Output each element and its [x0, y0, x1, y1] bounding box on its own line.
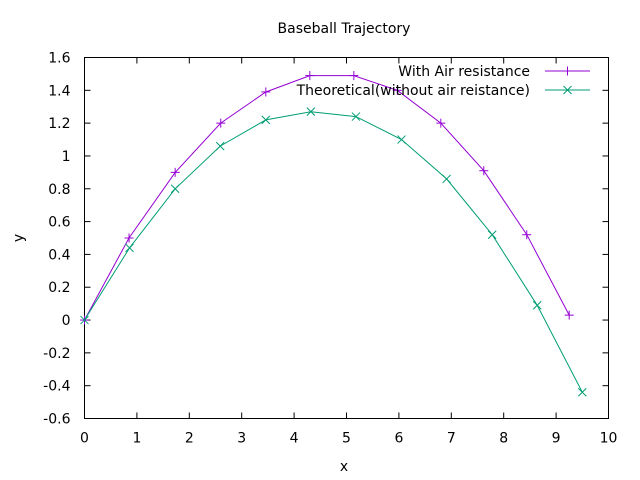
data-point-1 [392, 85, 402, 95]
x-tick-label: 4 [290, 431, 299, 447]
plot-frame [84, 57, 609, 419]
legend-label: Theoretical(without air reistance) [296, 83, 530, 99]
series-line-2 [84, 111, 583, 393]
legend-marker-1 [563, 66, 572, 76]
y-tick-label: 0.2 [48, 280, 70, 296]
series-2 [80, 107, 587, 397]
data-point-2 [261, 115, 271, 125]
series-layer [80, 71, 587, 397]
data-point-1 [124, 233, 134, 243]
data-point-2 [442, 174, 451, 184]
x-tick-label: 3 [237, 431, 246, 447]
y-tick-label: -0.2 [43, 346, 70, 362]
x-tick-label: 7 [447, 431, 456, 447]
y-tick-label: 0.4 [48, 247, 70, 263]
data-point-2 [125, 243, 134, 253]
x-tick-label: 0 [80, 431, 89, 447]
data-point-1 [305, 71, 315, 81]
y-tick-label: 1.4 [48, 83, 70, 99]
data-point-1 [522, 230, 532, 240]
series-1 [80, 71, 574, 325]
data-point-1 [479, 166, 489, 176]
data-point-2 [351, 112, 361, 121]
x-tick-label: 9 [552, 431, 561, 447]
data-point-2 [487, 230, 497, 240]
y-tick-label: 0.8 [48, 182, 70, 198]
x-tick-label: 6 [394, 431, 403, 447]
data-point-2 [532, 300, 542, 310]
x-tick-label: 1 [132, 431, 141, 447]
legend-label: With Air resistance [398, 64, 530, 80]
data-point-2 [306, 107, 316, 117]
x-tick-label: 2 [185, 431, 194, 447]
x-axis-label: x [340, 459, 348, 475]
y-tick-label: 0.6 [48, 215, 70, 231]
y-axis-label: y [11, 234, 27, 242]
data-point-1 [170, 167, 180, 177]
y-tick-label: 1.2 [48, 116, 70, 132]
legend: With Air resistance Theoretical(without a… [296, 64, 590, 99]
y-tick-label: 1 [62, 149, 71, 165]
data-point-2 [80, 315, 89, 325]
legend-marker-2 [563, 85, 572, 95]
x-tick-label: 5 [342, 431, 351, 447]
y-tick-label: -0.4 [43, 379, 70, 395]
data-point-1 [261, 87, 271, 97]
y-axis-ticks: -0.6 -0.4 -0.2 0 0.2 0.4 0.6 0.8 1 1.2 1.4 1.6 [43, 51, 609, 428]
data-point-2 [577, 387, 587, 397]
y-tick-label: 0 [62, 313, 71, 329]
y-tick-label: 1.6 [48, 51, 70, 67]
series-line-1 [84, 75, 570, 321]
x-tick-label: 10 [600, 431, 618, 447]
chart-title: Baseball Trajectory [278, 21, 411, 37]
data-point-1 [564, 310, 574, 320]
data-point-2 [215, 141, 225, 151]
data-point-2 [397, 135, 406, 144]
data-point-2 [170, 184, 180, 194]
data-point-1 [436, 118, 446, 128]
data-point-1 [349, 71, 359, 81]
y-tick-label: -0.6 [43, 412, 70, 428]
x-tick-label: 8 [499, 431, 508, 447]
data-point-1 [216, 118, 226, 128]
x-axis-ticks: 0 1 2 3 4 5 6 7 8 9 10 [80, 57, 618, 447]
